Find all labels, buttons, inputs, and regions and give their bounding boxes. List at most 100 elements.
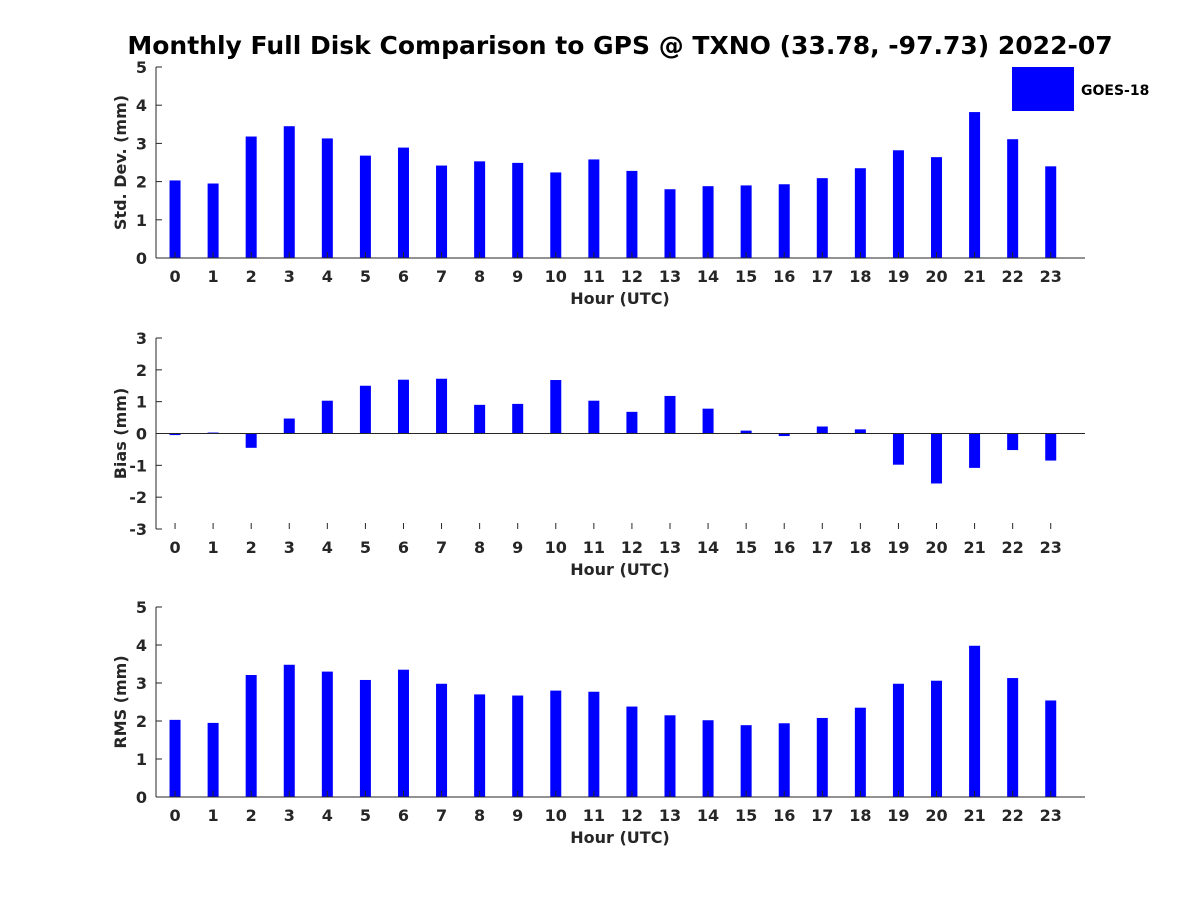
bar-hour-22 (1007, 139, 1019, 258)
y-tick-label: 3 (136, 134, 147, 153)
legend: GOES-18 (1012, 67, 1149, 111)
bar-hour-16 (778, 184, 790, 258)
x-tick-label: 4 (322, 267, 333, 286)
x-tick-label: 18 (849, 267, 871, 286)
bar-hour-8 (474, 694, 486, 797)
y-tick-label: 5 (136, 598, 147, 617)
y-tick-label: -2 (129, 488, 147, 507)
bar-hour-11 (588, 400, 600, 434)
bar-hour-20 (931, 433, 943, 484)
x-tick-label: 14 (697, 538, 719, 557)
x-tick-label: 10 (545, 806, 567, 825)
x-tick-label: 7 (436, 806, 447, 825)
bar-hour-13 (664, 189, 676, 258)
bar-hour-8 (474, 404, 486, 434)
x-tick-label: 18 (849, 806, 871, 825)
x-tick-label: 9 (512, 806, 523, 825)
bar-hour-5 (359, 679, 371, 797)
x-tick-label: 11 (583, 806, 605, 825)
x-tick-label: 1 (208, 806, 219, 825)
bar-hour-3 (283, 664, 295, 797)
y-axis-title: Bias (mm) (111, 388, 130, 480)
x-axis-title: Hour (UTC) (570, 289, 670, 308)
y-tick-label: 1 (136, 211, 147, 230)
x-tick-label: 23 (1040, 267, 1062, 286)
x-tick-label: 22 (1002, 267, 1024, 286)
bar-hour-18 (854, 707, 866, 797)
bar-hour-4 (321, 671, 333, 797)
bar-hour-12 (626, 411, 638, 434)
bar-hour-21 (969, 433, 981, 468)
y-tick-label: 4 (136, 96, 147, 115)
bar-hour-9 (512, 403, 524, 434)
y-tick-label: 2 (136, 712, 147, 731)
bar-hour-20 (931, 680, 943, 797)
y-tick-label: -1 (129, 456, 147, 475)
bar-hour-0 (169, 433, 181, 436)
bar-hour-6 (397, 147, 409, 258)
y-tick-label: 4 (136, 636, 147, 655)
x-tick-label: 13 (659, 806, 681, 825)
x-tick-label: 0 (169, 806, 180, 825)
x-tick-label: 17 (811, 806, 833, 825)
bar-hour-9 (512, 162, 524, 258)
y-tick-label: 3 (136, 329, 147, 348)
x-tick-label: 6 (398, 538, 409, 557)
bar-hour-23 (1045, 700, 1057, 797)
bar-hour-10 (550, 690, 562, 797)
bar-hour-2 (245, 675, 257, 797)
bar-hour-21 (969, 112, 981, 258)
bar-hour-12 (626, 170, 638, 258)
x-tick-label: 14 (697, 267, 719, 286)
bar-hour-11 (588, 159, 600, 258)
bar-hour-17 (816, 178, 828, 258)
x-tick-label: 3 (284, 806, 295, 825)
x-tick-label: 6 (398, 267, 409, 286)
x-tick-label: 5 (360, 538, 371, 557)
x-tick-label: 5 (360, 267, 371, 286)
x-tick-label: 20 (925, 538, 947, 557)
bar-hour-3 (283, 418, 295, 434)
bar-hour-15 (740, 430, 752, 434)
x-tick-label: 1 (208, 538, 219, 557)
x-tick-label: 11 (583, 267, 605, 286)
bar-hour-3 (283, 126, 295, 259)
bar-hour-15 (740, 185, 752, 258)
x-tick-label: 12 (621, 267, 643, 286)
x-tick-label: 0 (169, 538, 180, 557)
x-tick-label: 7 (436, 538, 447, 557)
bar-hour-18 (854, 168, 866, 258)
y-tick-label: 5 (136, 58, 147, 77)
bar-hour-17 (816, 717, 828, 797)
bar-hour-12 (626, 706, 638, 797)
x-tick-label: 4 (322, 538, 333, 557)
y-tick-label: 1 (136, 750, 147, 769)
x-tick-label: 16 (773, 538, 795, 557)
x-tick-label: 18 (849, 538, 871, 557)
x-tick-label: 9 (512, 267, 523, 286)
x-tick-label: 8 (474, 267, 485, 286)
x-axis-title: Hour (UTC) (570, 560, 670, 579)
x-tick-label: 0 (169, 267, 180, 286)
x-tick-label: 17 (811, 538, 833, 557)
bar-hour-10 (550, 380, 562, 434)
x-tick-label: 19 (887, 538, 909, 557)
x-tick-label: 19 (887, 267, 909, 286)
bar-hour-16 (778, 723, 790, 797)
bar-hour-1 (207, 722, 219, 797)
y-axis-title: Std. Dev. (mm) (111, 95, 130, 230)
x-tick-label: 3 (284, 267, 295, 286)
x-tick-label: 4 (322, 806, 333, 825)
bar-hour-14 (702, 186, 714, 258)
x-tick-label: 12 (621, 538, 643, 557)
bar-hour-17 (816, 426, 828, 434)
x-tick-label: 10 (545, 267, 567, 286)
bar-hour-4 (321, 400, 333, 434)
bar-hour-9 (512, 695, 524, 797)
bar-hour-10 (550, 172, 562, 258)
bar-hour-22 (1007, 678, 1019, 797)
